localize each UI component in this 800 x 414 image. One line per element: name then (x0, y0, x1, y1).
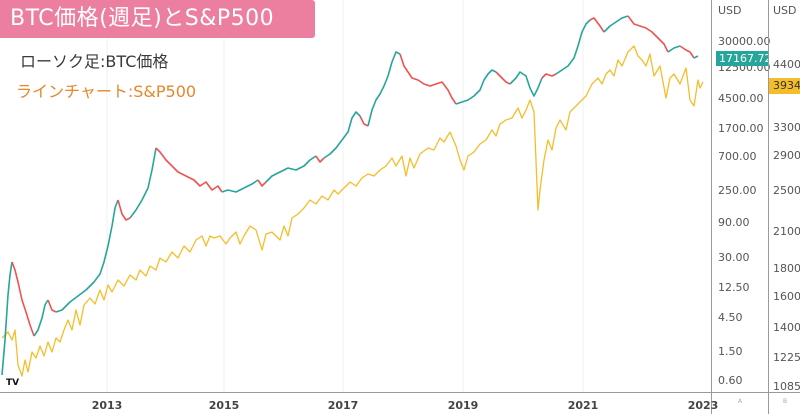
price-tick: 0.60 (718, 374, 743, 387)
scale-currency-label[interactable]: USD (773, 4, 797, 17)
time-tick: 2021 (567, 399, 599, 412)
price-tick: 1225 (773, 351, 800, 364)
legend-candles-label: ローソク足:BTC価格 (20, 52, 169, 71)
time-axis[interactable]: 2013 2015 2017 2019 2021 2023 (0, 392, 800, 414)
btc-price-scale[interactable]: USD 30000.00 12500.00 4500.00 1700.00 70… (711, 0, 772, 414)
time-tick: 2017 (327, 399, 359, 412)
tradingview-logo-icon[interactable]: TV (6, 378, 20, 388)
auto-scale-toggle-b[interactable]: B (783, 398, 788, 405)
btc-current-price-badge: 17167.72 (716, 51, 772, 66)
price-tick: 2900 (773, 149, 800, 162)
sp500-price-scale[interactable]: USD 4400 3300 2900 2500 2100 1800 1600 1… (768, 0, 800, 414)
chart-svg (1, 0, 704, 392)
price-tick: 1085 (773, 380, 800, 393)
time-tick: 2015 (208, 399, 240, 412)
chart-plot-area[interactable] (0, 0, 711, 392)
chart-title-banner: BTC価格(週足)とS&P500 (0, 0, 315, 38)
price-tick: 4.50 (718, 311, 743, 324)
price-tick: 1600 (773, 290, 800, 303)
auto-scale-toggle-a[interactable]: A (738, 398, 743, 405)
price-tick: 12.50 (718, 281, 750, 294)
legend-line-label: ラインチャート:S&P500 (16, 82, 197, 101)
sp500-line (1, 45, 704, 377)
price-tick: 30000.00 (718, 35, 771, 48)
price-tick: 30.00 (718, 251, 750, 264)
grid-lines (106, 0, 584, 392)
price-tick: 90.00 (718, 216, 750, 229)
price-tick: 1700.00 (718, 122, 764, 135)
time-tick: 2023 (687, 399, 719, 412)
price-tick: 3300 (773, 121, 800, 134)
price-tick: 1400 (773, 321, 800, 334)
price-tick: 2100 (773, 225, 800, 238)
price-tick: 250.00 (718, 184, 757, 197)
btc-candles (1, 15, 699, 376)
price-tick: 700.00 (718, 150, 757, 163)
price-tick: 4500.00 (718, 92, 764, 105)
scale-currency-label[interactable]: USD (718, 4, 742, 17)
sp500-current-price-badge: 3934 (769, 78, 800, 94)
price-tick: 1800 (773, 262, 800, 275)
price-tick: 1.50 (718, 345, 743, 358)
price-tick: 4400 (773, 58, 800, 71)
time-tick: 2019 (447, 399, 479, 412)
time-tick: 2013 (91, 399, 123, 412)
price-tick: 2500 (773, 184, 800, 197)
